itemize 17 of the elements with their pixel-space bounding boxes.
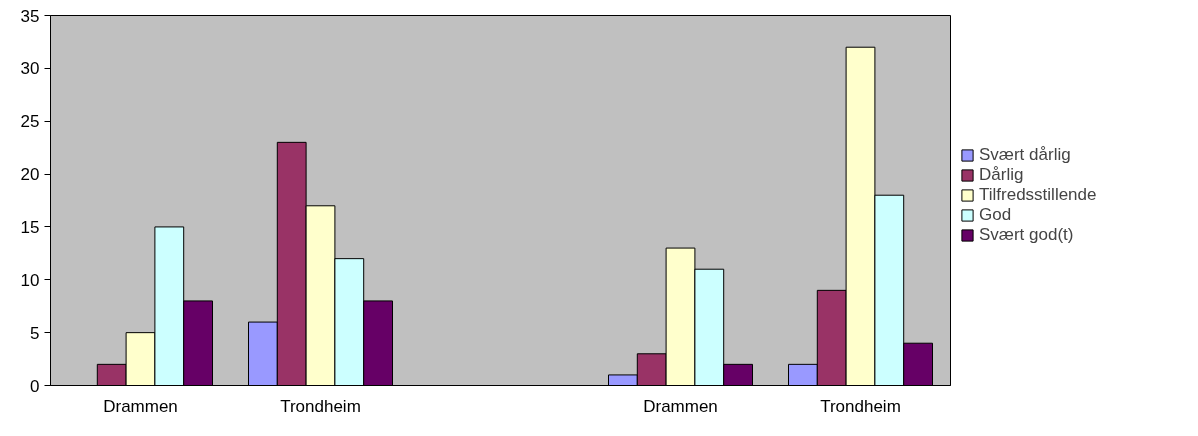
legend-label: Svært dårlig bbox=[979, 145, 1071, 165]
x-tick-label: Drammen bbox=[643, 396, 718, 416]
legend-label: Svært god(t) bbox=[979, 225, 1074, 245]
y-tick-label: 25 bbox=[20, 112, 40, 132]
y-tick-label: 10 bbox=[20, 270, 40, 290]
y-tick-label: 30 bbox=[20, 59, 40, 79]
x-tick-label: Trondheim bbox=[820, 396, 901, 416]
legend-label: Tilfredsstillende bbox=[979, 185, 1097, 205]
legend-label: God bbox=[979, 205, 1012, 225]
y-tick-label: 35 bbox=[20, 6, 40, 26]
y-tick-label: 20 bbox=[20, 165, 40, 185]
y-tick-label: 15 bbox=[20, 217, 40, 237]
y-tick-label: 0 bbox=[30, 376, 40, 396]
y-tick-label: 5 bbox=[30, 323, 40, 343]
x-tick-label: Trondheim bbox=[280, 396, 361, 416]
legend-label: Dårlig bbox=[979, 165, 1024, 185]
x-tick-label: Drammen bbox=[103, 396, 178, 416]
